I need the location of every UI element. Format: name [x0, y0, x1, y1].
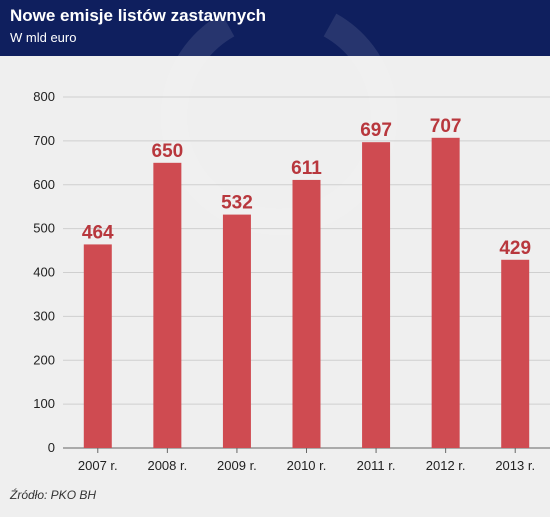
data-label: 707 [430, 116, 462, 137]
bar [501, 259, 530, 448]
y-tick-label: 0 [48, 440, 55, 455]
data-label: 532 [221, 193, 253, 214]
data-label: 650 [152, 141, 184, 162]
y-tick-label: 300 [33, 308, 55, 323]
x-tick-label: 2007 r. [78, 458, 118, 473]
y-tick-label: 800 [33, 89, 55, 104]
x-tick-label: 2010 r. [287, 458, 327, 473]
bar [292, 179, 321, 448]
x-tick-label: 2009 r. [217, 458, 257, 473]
data-label: 429 [499, 238, 531, 259]
bar [83, 244, 112, 448]
x-tick-label: 2008 r. [147, 458, 187, 473]
y-tick-label: 600 [33, 177, 55, 192]
data-label: 464 [82, 222, 114, 243]
source-note: Źródło: PKO BH [10, 488, 97, 502]
bar [222, 214, 251, 448]
y-tick-label: 700 [33, 133, 55, 148]
x-tick-label: 2012 r. [426, 458, 466, 473]
data-label: 611 [291, 158, 322, 179]
y-axis: 0 100 200 300 400 500 600 700 800 [33, 89, 55, 455]
bar [153, 162, 182, 448]
x-tick-label: 2011 r. [357, 458, 396, 473]
bar [362, 142, 391, 448]
chart-header: Nowe emisje listów zastawnych W mld euro [0, 0, 550, 56]
y-tick-label: 500 [33, 221, 55, 236]
y-tick-label: 400 [33, 265, 55, 280]
chart-subtitle: W mld euro [10, 30, 77, 45]
bar [431, 137, 460, 448]
y-tick-label: 100 [33, 396, 55, 411]
x-tick-label: 2013 r. [495, 458, 535, 473]
x-axis: 2007 r. 2008 r. 2009 r. 2010 r. 2011 r. 2012 … [78, 448, 535, 473]
y-tick-label: 200 [33, 352, 55, 367]
data-label: 697 [360, 120, 392, 141]
chart-title: Nowe emisje listów zastawnych [10, 6, 267, 25]
data-labels: 464 650 532 611 697 707 429 [82, 116, 531, 259]
bars [83, 137, 530, 448]
